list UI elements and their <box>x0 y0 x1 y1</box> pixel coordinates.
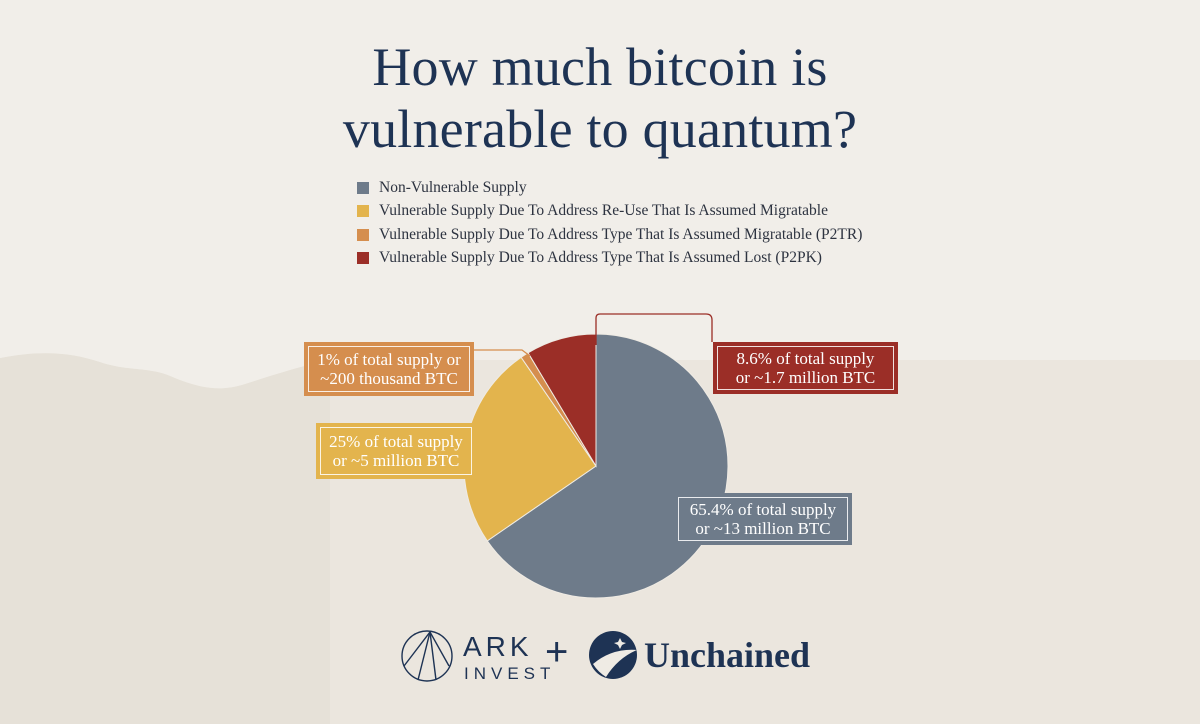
leader-line-p2pk <box>595 313 713 345</box>
leader-line-p2tr <box>474 349 531 357</box>
callout-p2tr: 1% of total supply or ~200 thousand BTC <box>304 342 474 396</box>
legend-item-p2tr: Vulnerable Supply Due To Address Type Th… <box>357 223 862 247</box>
callout-reuse: 25% of total supply or ~5 million BTC <box>316 423 476 479</box>
legend-label: Vulnerable Supply Due To Address Type Th… <box>379 225 863 243</box>
chart-legend: Non-Vulnerable Supply Vulnerable Supply … <box>357 176 862 270</box>
plus-sign: + <box>545 630 569 674</box>
ark-wordmark: ARK <box>463 631 533 662</box>
legend-label: Vulnerable Supply Due To Address Re-Use … <box>379 202 828 220</box>
unchained-wordmark: Unchained <box>644 635 811 675</box>
ark-invest-logo <box>401 630 453 682</box>
legend-item-p2pk: Vulnerable Supply Due To Address Type Th… <box>357 247 862 271</box>
invest-wordmark-text: INVEST <box>464 664 556 683</box>
callout-line: 8.6% of total supply <box>736 349 875 368</box>
callout-line: or ~1.7 million BTC <box>735 368 876 387</box>
title-line-1: How much bitcoin is <box>372 37 828 97</box>
title-line-2: vulnerable to quantum? <box>342 99 858 159</box>
callout-line: or ~5 million BTC <box>332 451 460 470</box>
legend-item-non-vulnerable: Non-Vulnerable Supply <box>357 176 862 200</box>
callout-line: ~200 thousand BTC <box>320 369 458 388</box>
page-title: How much bitcoin is vulnerable to quantu… <box>0 36 1200 160</box>
unchained-logo-icon <box>589 631 637 679</box>
legend-label: Vulnerable Supply Due To Address Type Th… <box>379 249 822 267</box>
legend-swatch <box>357 181 369 194</box>
legend-label: Non-Vulnerable Supply <box>379 178 527 196</box>
legend-swatch <box>357 228 369 241</box>
callout-line: 1% of total supply or <box>317 350 461 369</box>
callout-line: 65.4% of total supply <box>689 500 837 519</box>
callout-line: or ~13 million BTC <box>695 519 831 538</box>
legend-swatch <box>357 205 369 218</box>
callout-line: 25% of total supply <box>329 432 463 451</box>
callout-non-vulnerable: 65.4% of total supply or ~13 million BTC <box>674 493 852 545</box>
legend-swatch <box>357 252 369 265</box>
legend-item-reuse: Vulnerable Supply Due To Address Re-Use … <box>357 200 862 224</box>
callout-p2pk: 8.6% of total supply or ~1.7 million BTC <box>713 342 898 394</box>
